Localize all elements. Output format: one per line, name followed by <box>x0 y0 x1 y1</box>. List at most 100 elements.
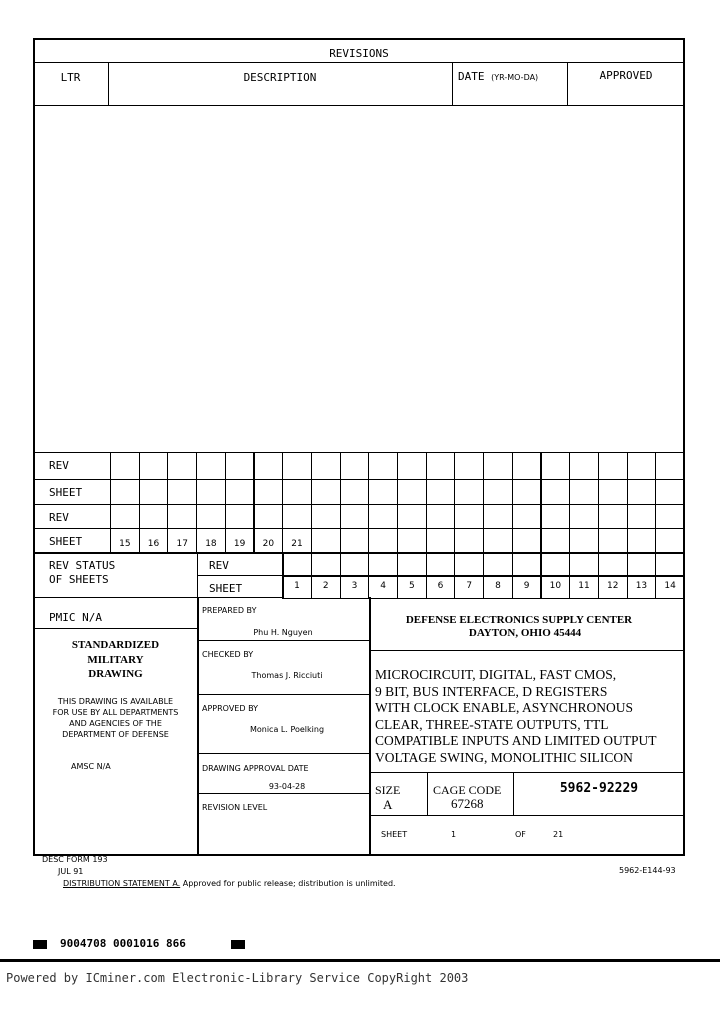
sheet-cell <box>569 528 599 554</box>
grid-label-cell <box>33 504 111 529</box>
sheet-value: 1 <box>451 830 457 839</box>
sheet-cell: 8 <box>483 575 513 599</box>
availability-4: DEPARTMENT OF DEFENSE <box>62 730 169 739</box>
sheet-cell <box>282 479 312 505</box>
sheet-cell <box>540 479 571 505</box>
approved-by-label: APPROVED BY <box>202 704 259 713</box>
prepared-by-label: PREPARED BY <box>202 606 257 615</box>
sheet-cell: 9 <box>511 575 542 599</box>
rev-status-label-2: OF SHEETS <box>49 573 109 586</box>
sheet-cell <box>397 528 427 554</box>
form-number: DESC FORM 193 <box>42 855 108 864</box>
sheet-cell <box>626 528 657 554</box>
rev-cell <box>597 452 628 480</box>
sheet-cell <box>655 528 685 554</box>
col-date: DATE (YR-MO-DA) <box>458 71 538 83</box>
form-date: JUL 91 <box>58 867 84 876</box>
grid-row-label: SHEET <box>49 486 83 499</box>
rev-cell <box>167 452 198 480</box>
rev-cell <box>425 452 456 480</box>
rev-cell <box>310 452 341 480</box>
sheet-cell: 13 <box>626 575 657 599</box>
revisions-title: REVISIONS <box>329 47 389 60</box>
size-label: SIZE <box>375 783 401 797</box>
rev-cell <box>138 504 169 529</box>
sheet-cell <box>454 528 485 554</box>
title-line: CLEAR, THREE-STATE OUTPUTS, TTL <box>375 716 609 732</box>
rev-cell <box>253 452 284 480</box>
org-address: DAYTON, OHIO 45444 <box>468 627 582 639</box>
sheet-cell: 2 <box>310 575 341 599</box>
sheet-label: SHEET <box>381 830 408 839</box>
rev-cell <box>655 504 685 529</box>
rev-cell <box>339 504 370 529</box>
barcode-block-right <box>231 940 245 949</box>
approval-date-value: 93-04-28 <box>268 782 306 791</box>
divider <box>452 62 453 105</box>
rev-cell <box>597 552 628 577</box>
distribution-statement: DISTRIBUTION STATEMENT A. Approved for p… <box>63 879 396 889</box>
sheet-cell: 11 <box>569 575 599 599</box>
size-value: A <box>383 797 393 812</box>
rev-cell <box>540 504 571 529</box>
smd-title-1: STANDARDIZED <box>71 639 160 651</box>
sheet-cell <box>425 479 456 505</box>
sheet-cell: 18 <box>196 528 226 554</box>
sheet-cell <box>167 479 198 505</box>
rev-status-label: REV STATUS <box>49 559 116 572</box>
sheet-cell: 12 <box>597 575 628 599</box>
smd-title-3: DRAWING <box>88 668 143 680</box>
grid-row-label: REV <box>49 459 69 472</box>
rev-cell <box>282 504 312 529</box>
divider <box>197 694 369 695</box>
approved-by-name: Monica L. Poelking <box>249 725 325 734</box>
rev-cell <box>655 552 685 577</box>
sheet-cell <box>138 479 169 505</box>
checked-by-label: CHECKED BY <box>202 650 254 659</box>
rev-cell <box>196 504 226 529</box>
rev-cell <box>397 452 427 480</box>
divider <box>197 793 369 794</box>
divider <box>369 772 685 773</box>
sheet-cell <box>425 528 456 554</box>
rev-cell <box>454 452 485 480</box>
rev-cell <box>339 552 370 577</box>
rev-cell <box>540 552 571 577</box>
rev-cell <box>196 452 226 480</box>
rev-cell <box>397 504 427 529</box>
divider <box>513 772 514 815</box>
rev-cell <box>626 452 657 480</box>
sheet-cell <box>626 479 657 505</box>
divider <box>197 753 369 754</box>
of-value: 21 <box>553 830 564 839</box>
sheet-cell <box>397 479 427 505</box>
rev-cell <box>483 552 513 577</box>
divider <box>33 105 685 106</box>
sheet-cell: 16 <box>138 528 169 554</box>
sheet-cell <box>483 479 513 505</box>
drawing-frame <box>33 38 685 856</box>
sheet-cell <box>569 479 599 505</box>
rev-cell <box>626 504 657 529</box>
sheet-cell: 1 <box>282 575 312 599</box>
title-line: COMPATIBLE INPUTS AND LIMITED OUTPUT <box>375 733 657 748</box>
rev-cell <box>368 452 398 480</box>
checked-by-name: Thomas J. Ricciuti <box>251 671 323 680</box>
title-line: 9 BIT, BUS INTERFACE, D REGISTERS <box>375 683 608 699</box>
sheet-cell <box>368 528 398 554</box>
rev-cell <box>569 504 599 529</box>
sheet-cell: 19 <box>224 528 255 554</box>
rev-cell <box>454 552 485 577</box>
revision-level-label: REVISION LEVEL <box>202 803 268 812</box>
col-description: DESCRIPTION <box>243 71 317 84</box>
of-label: OF <box>515 830 526 839</box>
sheet-cell <box>224 479 255 505</box>
divider <box>369 815 685 816</box>
col-date-format: (YR-MO-DA) <box>491 73 539 82</box>
rev-cell <box>626 552 657 577</box>
title-line: MICROCIRCUIT, DIGITAL, FAST CMOS, <box>375 667 617 682</box>
grid-row-label: REV <box>49 511 69 524</box>
rev-cell <box>138 452 169 480</box>
rev-cell <box>511 452 542 480</box>
rev-cell <box>425 552 456 577</box>
